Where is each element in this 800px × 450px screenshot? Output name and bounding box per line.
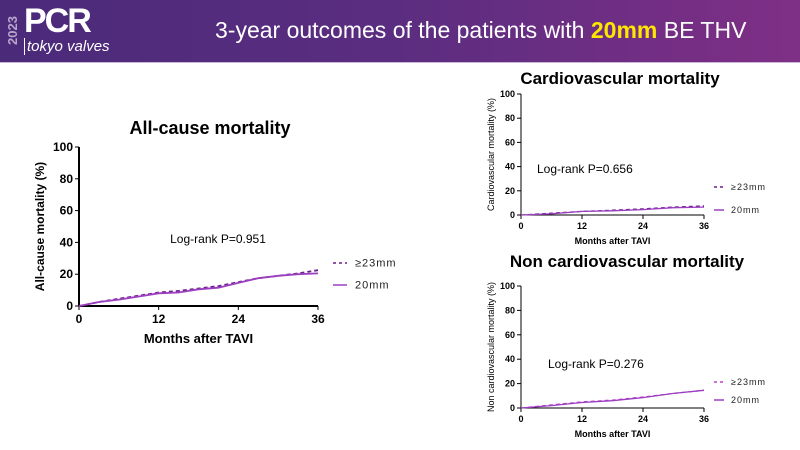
y-tick-label: 40 <box>60 235 74 249</box>
y-tick-label: 0 <box>66 299 73 313</box>
y-tick-label: 40 <box>505 162 515 172</box>
x-tick-label: 0 <box>76 312 83 326</box>
chart-title: All-cause mortality <box>129 118 290 138</box>
x-axis-label: Months after TAVI <box>575 236 651 246</box>
log-rank-annotation: Log-rank P=0.656 <box>537 162 633 176</box>
x-tick-label: 24 <box>232 312 246 326</box>
y-tick-label: 0 <box>510 210 515 220</box>
slide-title: 3-year outcomes of the patients with 20m… <box>215 17 746 44</box>
y-tick-label: 60 <box>505 137 515 147</box>
y-tick-label: 100 <box>500 89 515 99</box>
y-tick-label: 100 <box>500 281 515 291</box>
x-tick-label: 0 <box>518 414 523 424</box>
x-tick-label: 36 <box>699 221 709 231</box>
x-tick-label: 12 <box>577 414 587 424</box>
y-tick-label: 0 <box>510 403 515 413</box>
y-tick-label: 100 <box>53 140 73 154</box>
y-tick-label: 80 <box>505 113 515 123</box>
y-tick-label: 80 <box>60 172 74 186</box>
legend-label: ≥23mm <box>355 258 397 270</box>
x-axis-label: Months after TAVI <box>575 429 651 439</box>
x-tick-label: 12 <box>577 221 587 231</box>
y-axis-label: All-cause mortality (%) <box>33 162 47 291</box>
y-axis-label: Non cardiovascular mortality (%) <box>486 282 496 412</box>
title-text: 3-year outcomes of the patients with <box>215 17 591 43</box>
legend-label: ≥23mm <box>731 377 766 387</box>
y-tick-label: 60 <box>505 330 515 340</box>
title-highlight: 20mm <box>590 17 658 43</box>
x-axis-label: Months after TAVI <box>144 331 253 346</box>
y-tick-label: 20 <box>505 186 515 196</box>
x-tick-label: 24 <box>638 221 648 231</box>
legend-label: ≥23mm <box>731 182 766 192</box>
y-axis-label: Cardiovascular mortality (%) <box>486 98 496 211</box>
series-line-20mm <box>520 389 705 409</box>
y-tick-label: 20 <box>60 267 74 281</box>
x-tick-label: 36 <box>311 312 325 326</box>
y-tick-label: 60 <box>60 204 74 218</box>
chart-title: Cardiovascular mortality <box>520 69 720 88</box>
y-tick-label: 40 <box>505 354 515 364</box>
chart-title: Non cardiovascular mortality <box>510 252 745 271</box>
title-text-end: BE THV <box>657 17 747 43</box>
series-line-20mm <box>520 206 705 216</box>
logo-subtitle: tokyo valves <box>24 38 110 55</box>
x-tick-label: 24 <box>638 414 648 424</box>
y-tick-label: 80 <box>505 305 515 315</box>
legend-label: 20mm <box>731 205 760 215</box>
legend-label: 20mm <box>355 280 390 292</box>
log-rank-annotation: Log-rank P=0.276 <box>548 357 644 371</box>
log-rank-annotation: Log-rank P=0.951 <box>170 232 266 246</box>
x-tick-label: 0 <box>518 221 523 231</box>
y-tick-label: 20 <box>505 379 515 389</box>
legend-label: 20mm <box>731 395 760 405</box>
x-tick-label: 36 <box>699 414 709 424</box>
logo-pcr: PCR <box>24 2 92 40</box>
header-banner: 2023 PCR tokyo valves 3-year outcomes of… <box>0 0 800 63</box>
x-tick-label: 12 <box>152 312 166 326</box>
series-line-20mm <box>78 272 319 307</box>
